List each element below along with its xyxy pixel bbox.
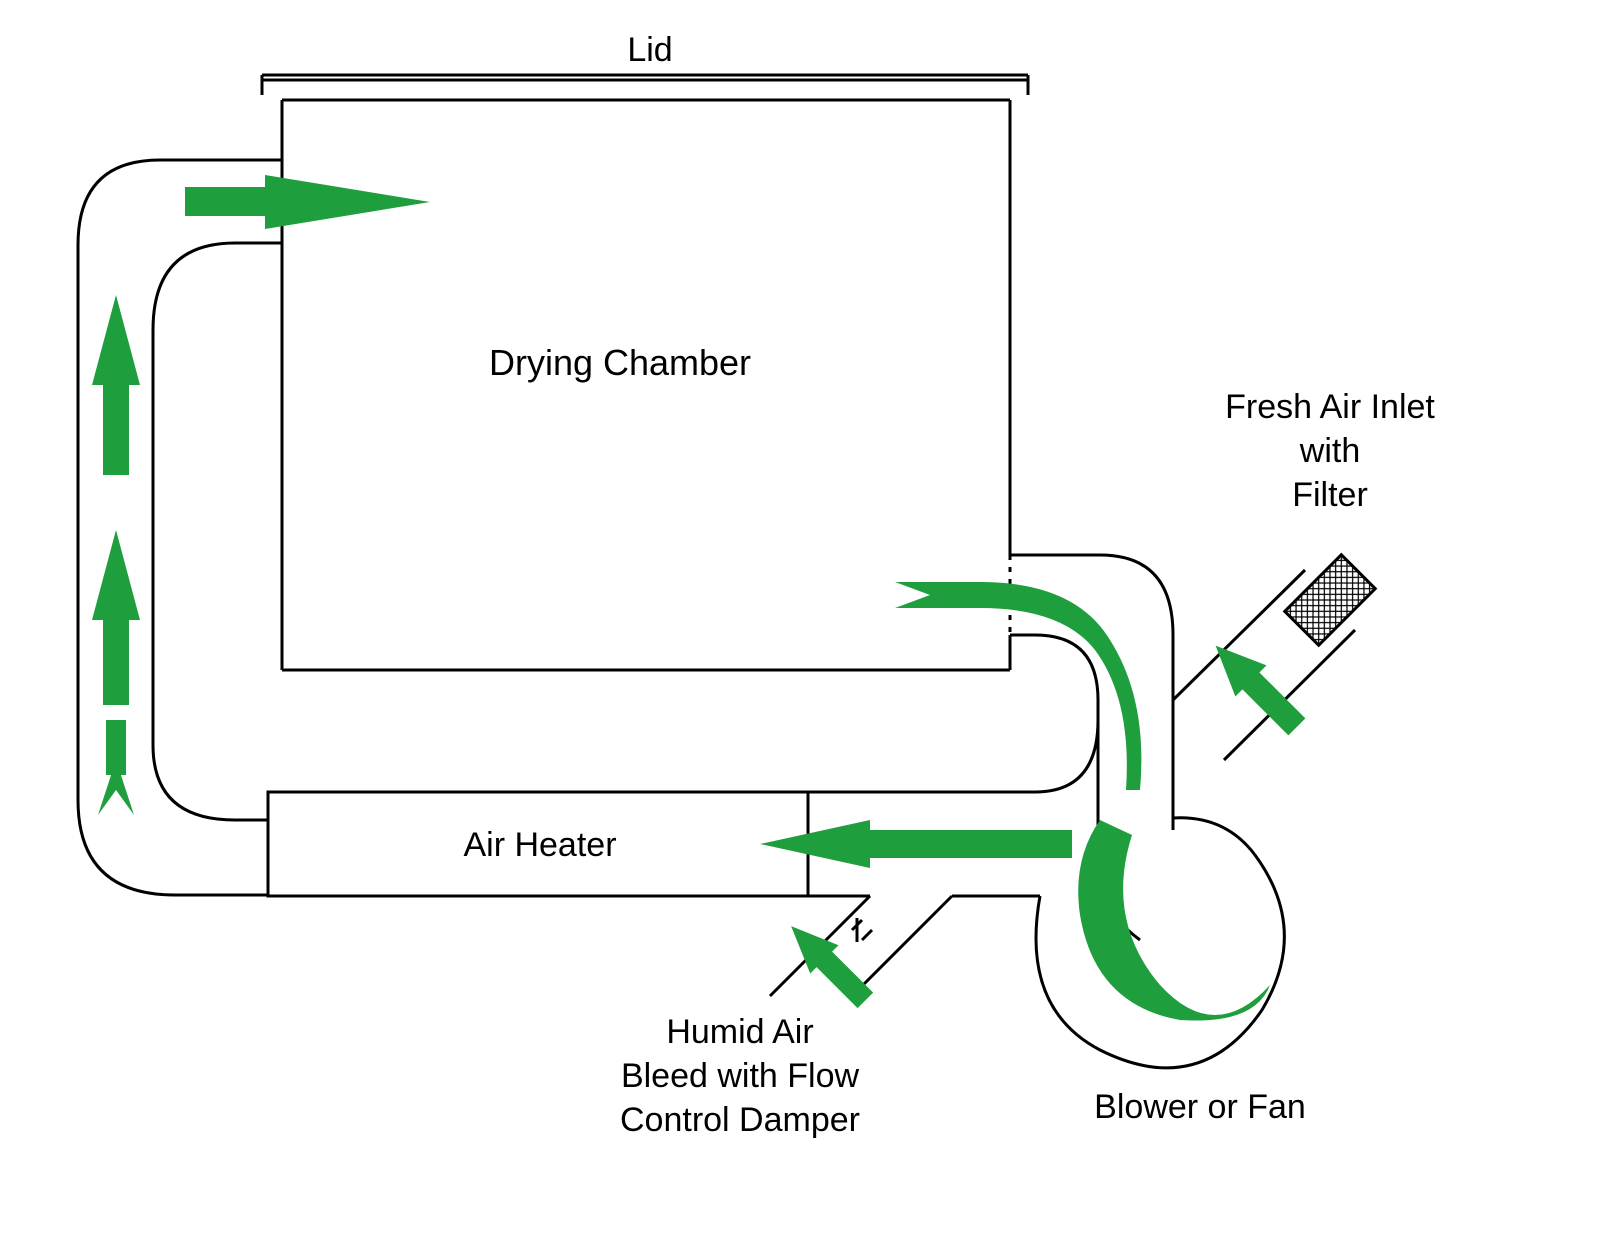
arrow-left-duct-split — [98, 720, 134, 815]
lid-line — [262, 80, 1028, 95]
flow-arrows — [92, 175, 1312, 1021]
label-drying-chamber: Drying Chamber — [440, 340, 800, 387]
arrow-chamber-out-right — [895, 582, 1141, 790]
label-blower: Blower or Fan — [1060, 1085, 1340, 1129]
label-humid-bleed: Humid Air Bleed with Flow Control Damper — [555, 1010, 925, 1143]
arrow-into-chamber-top — [185, 175, 430, 229]
label-air-heater: Air Heater — [430, 823, 650, 867]
label-fresh-air-inlet: Fresh Air Inlet with Filter — [1170, 385, 1490, 518]
arrow-left-duct-upper — [92, 295, 140, 475]
label-lid: Lid — [590, 28, 710, 72]
arrow-left-duct-lower — [92, 530, 140, 705]
arrow-fresh-air-in — [1200, 630, 1312, 742]
arrow-blower-swirl — [1078, 820, 1270, 1021]
arrow-humid-bleed — [777, 912, 880, 1015]
